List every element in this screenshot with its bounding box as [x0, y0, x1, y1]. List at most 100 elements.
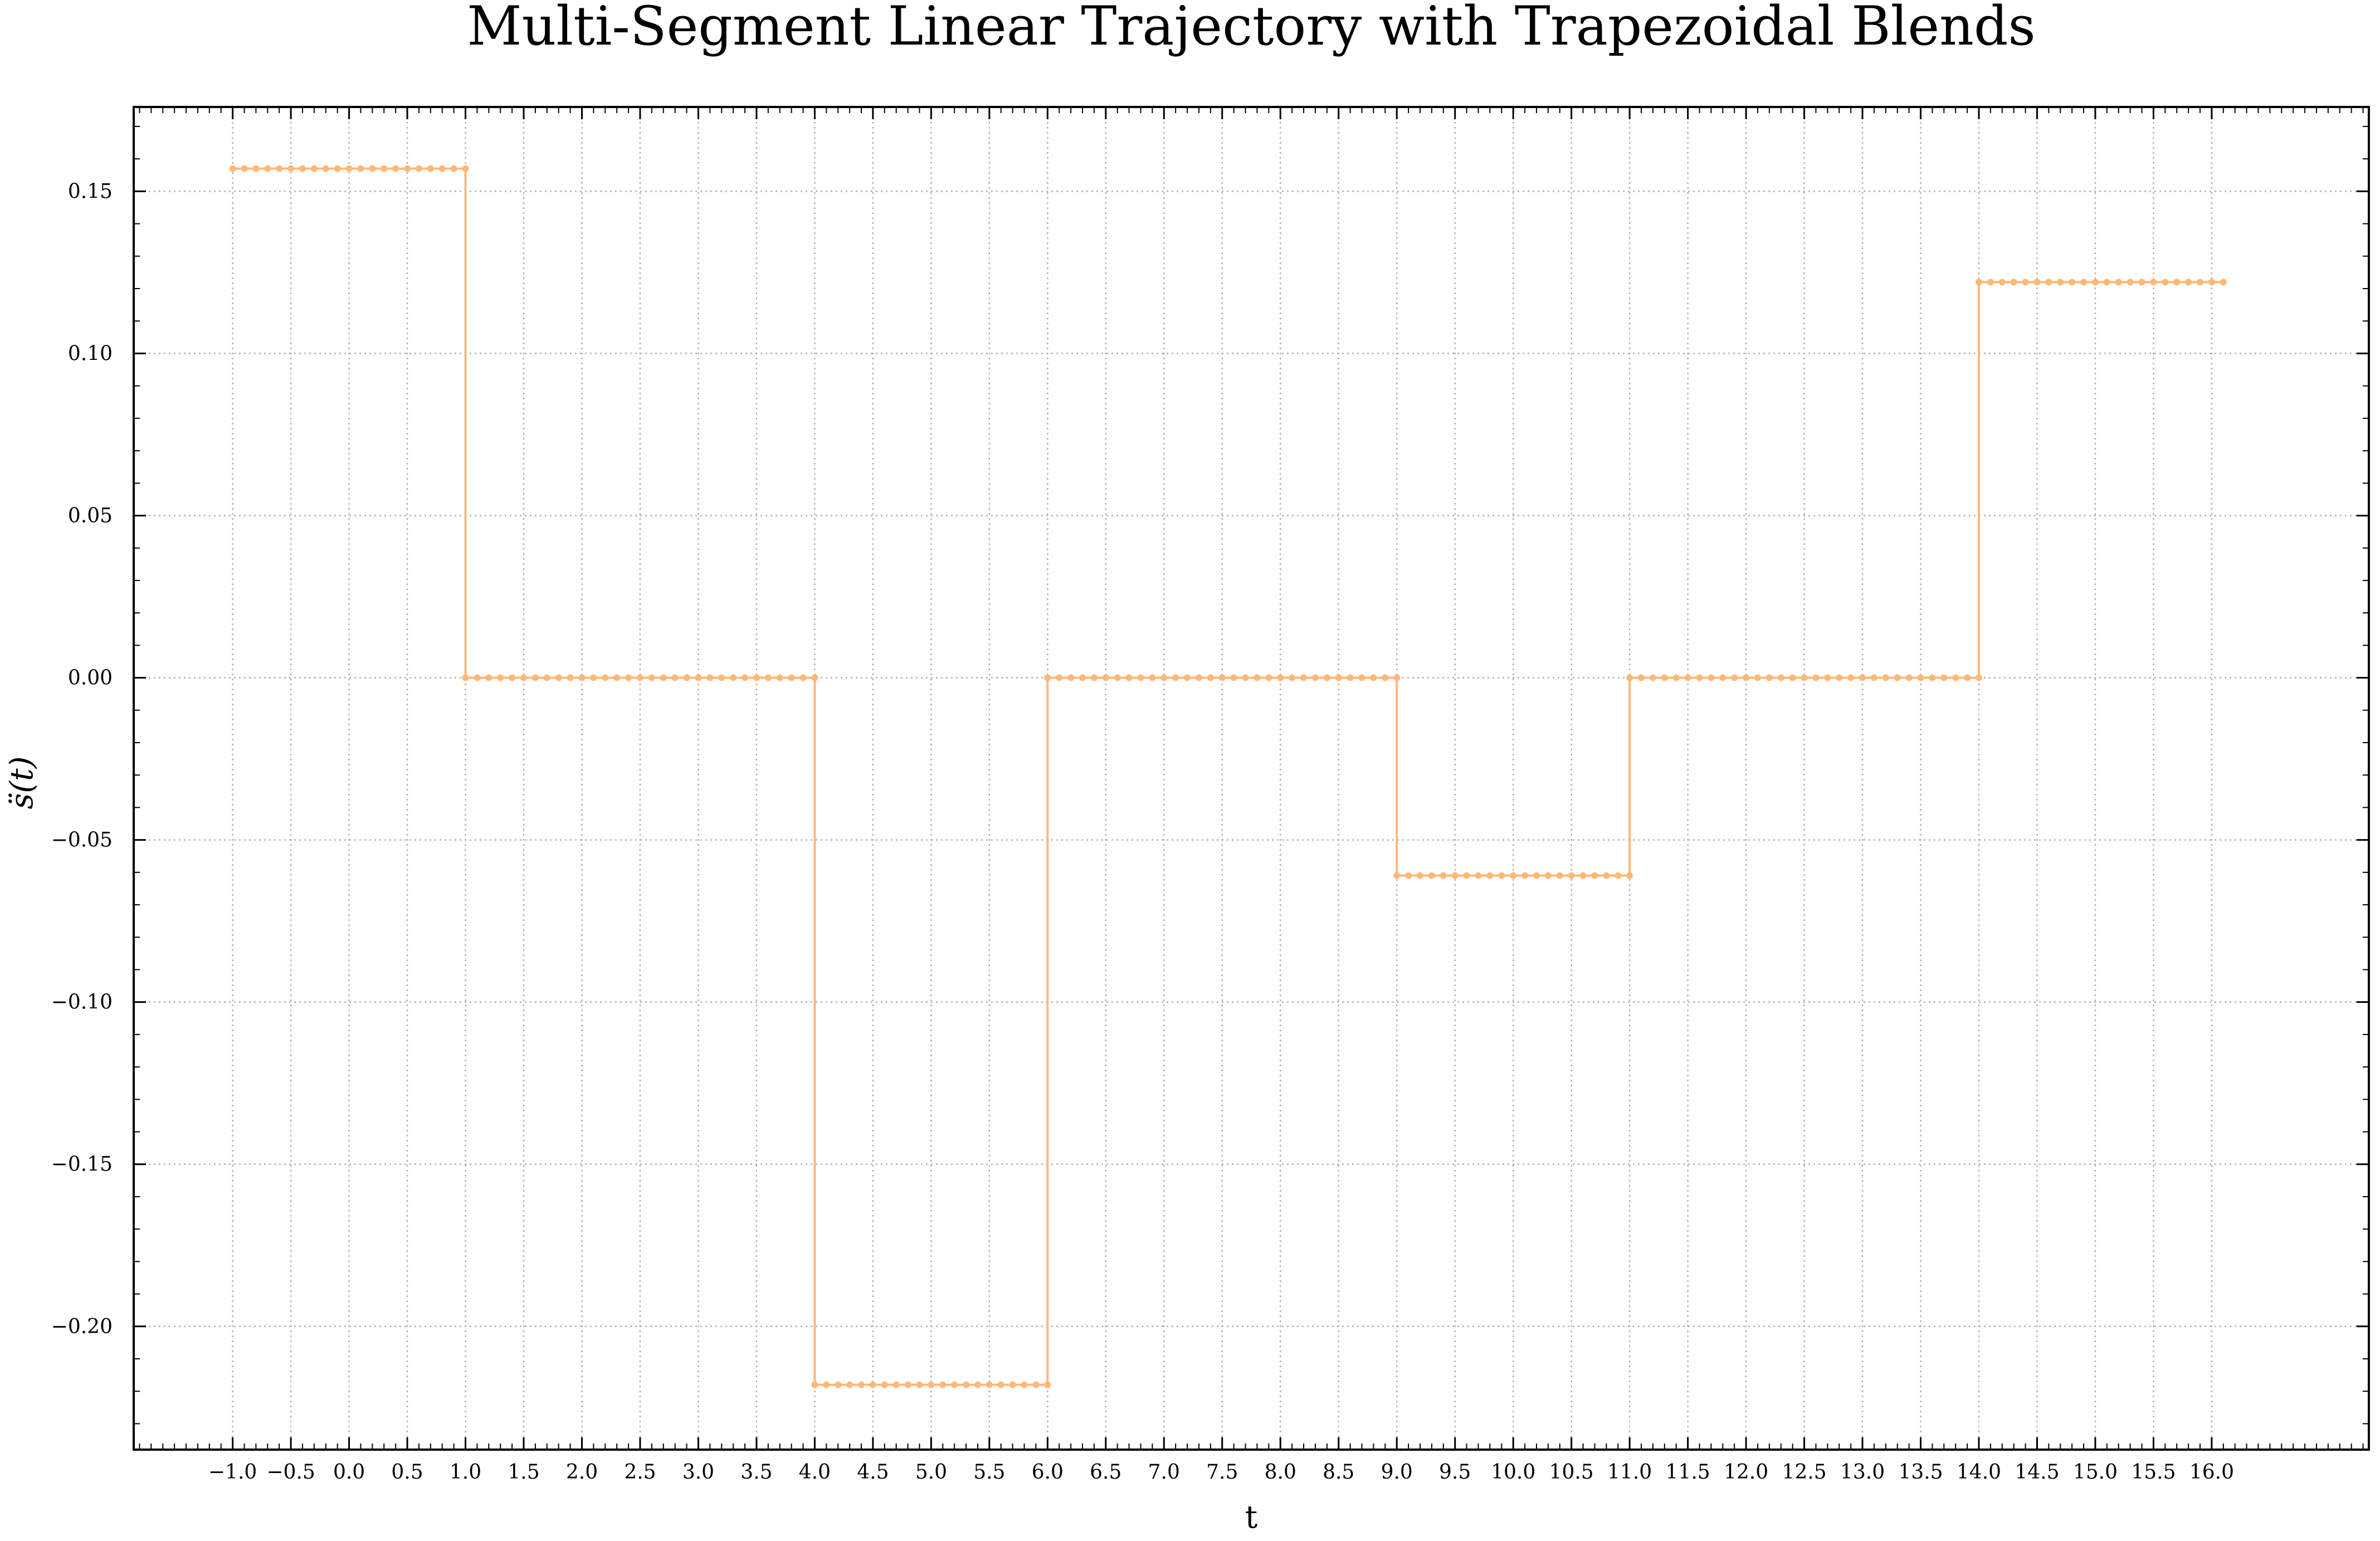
data-point — [1521, 872, 1529, 879]
data-point — [1451, 872, 1459, 879]
data-point — [776, 674, 783, 681]
data-point — [753, 674, 760, 681]
data-point — [1393, 872, 1401, 879]
data-point — [450, 165, 457, 172]
data-point — [1032, 1381, 1040, 1388]
data-point — [1661, 674, 1668, 681]
data-point — [1812, 674, 1820, 681]
data-point — [1917, 674, 1924, 681]
data-point — [1696, 674, 1703, 681]
data-point — [1684, 674, 1691, 681]
data-point — [1766, 674, 1773, 681]
data-point — [2173, 279, 2181, 286]
data-point — [1486, 872, 1494, 879]
data-point — [357, 165, 364, 172]
data-point — [1870, 674, 1877, 681]
data-point — [264, 165, 271, 172]
data-point — [369, 165, 376, 172]
data-point — [1975, 674, 1982, 681]
data-point — [497, 674, 504, 681]
x-tick-label: 12.0 — [1724, 1461, 1768, 1484]
data-point — [648, 674, 655, 681]
data-point — [811, 1381, 818, 1388]
data-point — [1160, 674, 1168, 681]
data-point — [1184, 674, 1191, 681]
data-point — [1591, 872, 1598, 879]
y-tick-label: −0.15 — [51, 1153, 113, 1176]
data-point — [1882, 674, 1889, 681]
data-point — [1347, 674, 1354, 681]
x-tick-label: 1.5 — [508, 1461, 539, 1484]
grid — [134, 107, 2369, 1450]
data-point — [1719, 674, 1727, 681]
x-tick-label: −1.0 — [208, 1461, 257, 1484]
data-point — [2091, 279, 2099, 286]
data-point — [1754, 674, 1761, 681]
data-point — [997, 1381, 1004, 1388]
data-point — [1975, 279, 1982, 286]
x-tick-label: 2.0 — [566, 1461, 598, 1484]
data-point — [543, 674, 550, 681]
data-point — [671, 674, 679, 681]
x-tick-label: 0.0 — [333, 1461, 365, 1484]
data-point — [438, 165, 446, 172]
data-point — [334, 165, 341, 172]
data-point — [404, 165, 411, 172]
data-point — [474, 674, 481, 681]
data-point — [2080, 279, 2088, 286]
x-tick-label: 9.5 — [1439, 1461, 1471, 1484]
data-point — [1533, 872, 1540, 879]
data-point — [1859, 674, 1866, 681]
data-point — [718, 674, 725, 681]
data-point — [1300, 674, 1308, 681]
data-point — [322, 165, 329, 172]
data-point — [2045, 279, 2052, 286]
data-point — [1929, 674, 1936, 681]
y-tick-label: −0.20 — [51, 1315, 113, 1338]
data-point — [1952, 674, 1959, 681]
data-point — [1836, 674, 1843, 681]
data-point — [2115, 279, 2122, 286]
data-point — [986, 1381, 993, 1388]
x-tick-label: 2.5 — [624, 1461, 656, 1484]
data-point — [345, 165, 353, 172]
data-point — [1230, 674, 1237, 681]
data-point — [1416, 872, 1423, 879]
y-axis-label: s̈(t) — [4, 757, 40, 809]
data-point — [1195, 674, 1202, 681]
data-point — [2220, 279, 2227, 286]
data-point — [531, 674, 539, 681]
data-point — [2162, 279, 2169, 286]
data-point — [1125, 674, 1133, 681]
data-point — [835, 1381, 842, 1388]
data-point — [928, 1381, 935, 1388]
data-point — [1894, 674, 1901, 681]
data-point — [1603, 872, 1610, 879]
data-point — [811, 674, 818, 681]
x-axis-label: t — [1245, 1499, 1258, 1535]
data-point — [241, 165, 248, 172]
data-point — [2197, 279, 2204, 286]
x-tick-label: 5.0 — [915, 1461, 947, 1484]
data-point — [1254, 674, 1261, 681]
data-point — [1265, 674, 1272, 681]
data-point — [1044, 1381, 1051, 1388]
data-point — [869, 1381, 876, 1388]
data-point — [788, 674, 795, 681]
data-point — [1382, 674, 1389, 681]
data-point — [2185, 279, 2192, 286]
data-point — [916, 1381, 923, 1388]
data-point — [1905, 674, 1913, 681]
data-point — [660, 674, 667, 681]
x-tick-label: 10.0 — [1491, 1461, 1535, 1484]
data-point — [1021, 1381, 1028, 1388]
x-tick-label: 8.0 — [1265, 1461, 1296, 1484]
data-point — [2127, 279, 2134, 286]
data-point — [590, 674, 597, 681]
x-tick-label: 6.0 — [1032, 1461, 1064, 1484]
x-tick-label: 7.5 — [1206, 1461, 1238, 1484]
data-point — [310, 165, 318, 172]
axis-ticks — [134, 107, 2369, 1450]
data-point — [1440, 872, 1447, 879]
data-point — [1987, 279, 1994, 286]
